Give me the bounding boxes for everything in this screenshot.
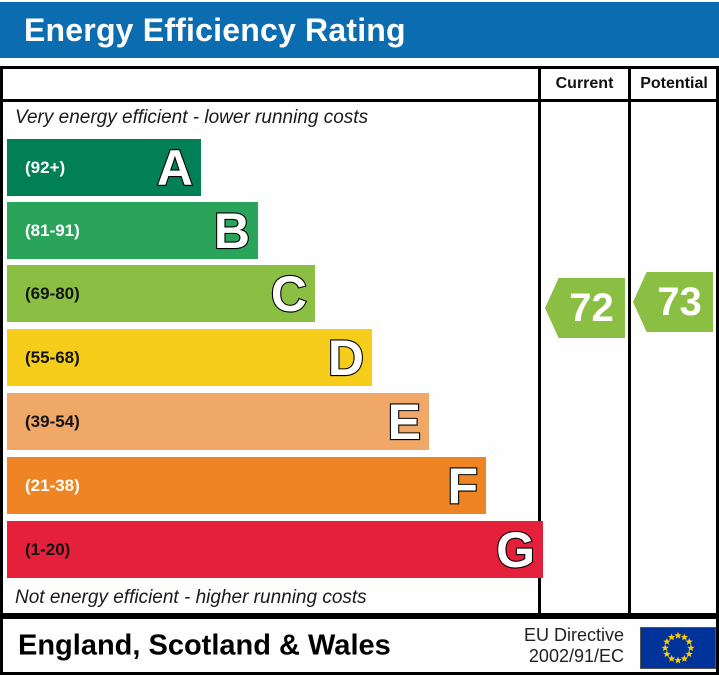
band-f-range-label: (21-38) <box>25 475 80 495</box>
band-c-letter: C <box>270 265 308 322</box>
potential-column-header: Potential <box>640 75 708 92</box>
band-g-letter: G <box>495 521 536 578</box>
band-g-bar: (1-20) G <box>7 521 543 578</box>
band-b-range-label: (81-91) <box>25 220 80 240</box>
eu-directive-line2: 2002/91/EC <box>528 645 624 666</box>
band-c-bar: (69-80) C <box>7 265 315 322</box>
current-rating-arrow: 72 <box>545 278 625 338</box>
band-c-range-label: (69-80) <box>25 283 80 303</box>
top-caption: Very energy efficient - lower running co… <box>15 107 369 128</box>
band-a-bar: (92+) A <box>7 139 201 196</box>
band-d-range-label: (55-68) <box>25 347 80 367</box>
band-e-letter: E <box>387 393 423 450</box>
chart-header-band: Energy Efficiency Rating <box>0 2 719 58</box>
band-e-bar: (39-54) E <box>7 393 429 450</box>
band-g-range-label: (1-20) <box>25 539 71 559</box>
eu-directive-line1: EU Directive <box>523 624 624 645</box>
region-label: England, Scotland & Wales <box>18 629 391 661</box>
band-f-bar: (21-38) F <box>7 457 486 514</box>
band-b-letter: B <box>213 202 251 259</box>
band-d-letter: D <box>327 329 365 386</box>
current-column-divider <box>538 66 541 616</box>
band-e-range-label: (39-54) <box>25 411 80 431</box>
band-f-letter: F <box>446 457 479 514</box>
eu-flag-icon <box>640 627 716 669</box>
potential-rating-value: 73 <box>657 279 702 324</box>
header-row-divider <box>0 99 719 102</box>
potential-rating-arrow: 73 <box>633 272 713 332</box>
footer-band: England, Scotland & Wales EU Directive 2… <box>0 616 719 675</box>
band-d-bar: (55-68) D <box>7 329 372 386</box>
band-b-bar: (81-91) B <box>7 202 258 259</box>
current-column-header: Current <box>555 75 614 92</box>
bottom-caption: Not energy efficient - higher running co… <box>15 587 367 608</box>
eu-directive-text: EU Directive 2002/91/EC <box>524 625 624 667</box>
chart-title: Energy Efficiency Rating <box>24 11 406 48</box>
band-a-letter: A <box>156 139 194 196</box>
band-a-range-label: (92+) <box>25 157 66 177</box>
potential-column-divider <box>628 66 631 616</box>
current-rating-value: 72 <box>569 285 614 330</box>
